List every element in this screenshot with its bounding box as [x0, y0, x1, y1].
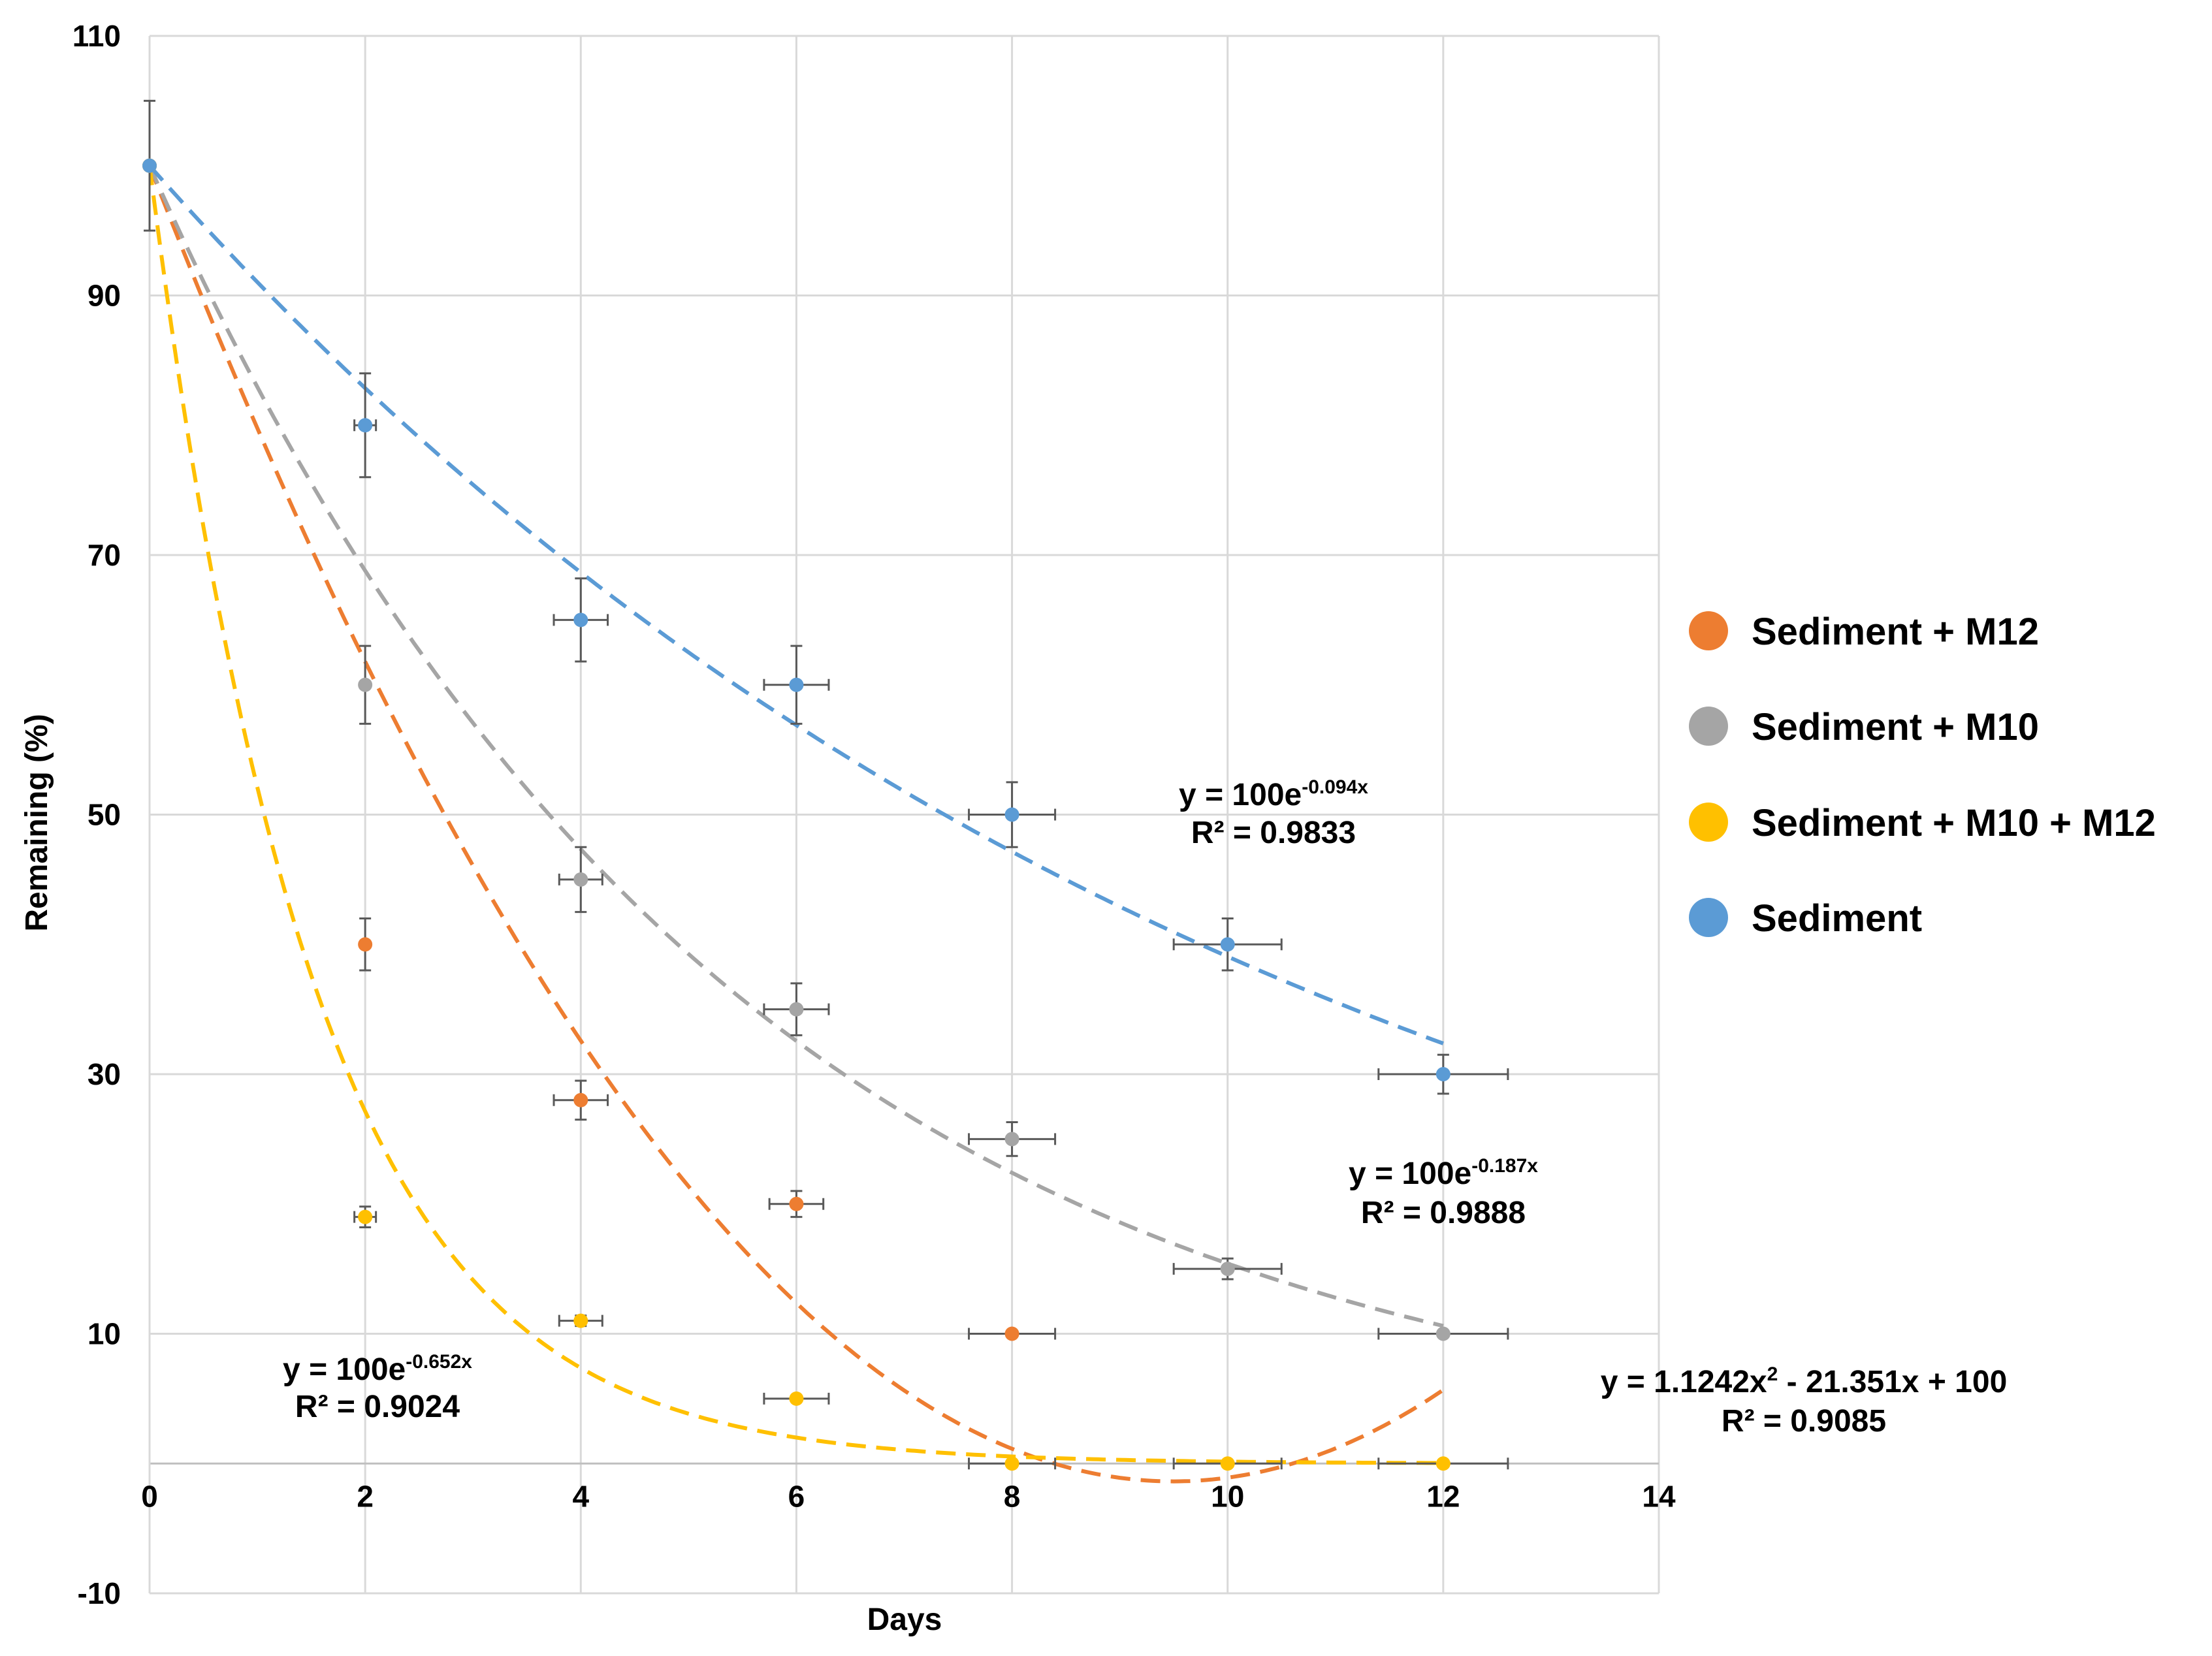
data-point — [1435, 1067, 1451, 1081]
equation-sediment-m12-r2: R² = 0.9085 — [1722, 1404, 1886, 1439]
x-tick-label: 4 — [572, 1479, 589, 1513]
data-point — [358, 937, 373, 952]
y-tick-label: 50 — [88, 798, 121, 832]
equation-sediment-formula: y = 100e-0.094x — [1179, 776, 1368, 812]
data-point — [358, 418, 373, 433]
data-point — [1004, 1132, 1019, 1147]
legend-marker — [1689, 803, 1728, 842]
data-point — [1435, 1456, 1451, 1471]
trendline — [148, 165, 1443, 1465]
x-tick-label: 8 — [1004, 1479, 1021, 1513]
data-point — [573, 613, 588, 628]
equation-sediment-r2: R² = 0.9833 — [1191, 816, 1356, 850]
legend-label: Sediment + M10 — [1752, 706, 2039, 748]
data-point — [1004, 1456, 1019, 1471]
y-tick-label: 30 — [88, 1057, 121, 1091]
data-point — [1220, 937, 1235, 952]
y-axis-tick-labels: -10 10 30 50 70 90 110 — [72, 19, 121, 1610]
data-point — [1435, 1326, 1451, 1341]
data-point — [1004, 807, 1019, 822]
data-point — [573, 1092, 588, 1107]
data-point — [789, 1002, 804, 1017]
x-tick-label: 2 — [357, 1479, 374, 1513]
y-tick-label: 110 — [72, 19, 121, 53]
y-tick-label: -10 — [78, 1576, 121, 1610]
legend-label: Sediment + M10 + M12 — [1752, 802, 2156, 844]
x-axis-tick-labels: 0 2 4 6 8 10 12 14 — [141, 1479, 1676, 1513]
x-axis-title: Days — [867, 1602, 942, 1637]
x-tick-label: 10 — [1211, 1479, 1244, 1513]
equation-sediment-m12: y = 1.1242x2 - 21.351x + 100 R² = 0.9085 — [1601, 1363, 2008, 1439]
y-tick-label: 70 — [88, 538, 121, 572]
data-point — [573, 872, 588, 887]
legend: Sediment + M12 Sediment + M10 Sediment +… — [1689, 611, 2156, 940]
x-tick-label: 12 — [1426, 1479, 1460, 1513]
y-tick-label: 90 — [88, 279, 121, 313]
data-points — [142, 158, 1451, 1471]
x-tick-label: 14 — [1642, 1479, 1676, 1513]
data-point — [789, 677, 804, 692]
legend-marker — [1689, 611, 1728, 650]
trendline — [148, 165, 1444, 1328]
equation-sediment-m10-m12: y = 100e-0.652x R² = 0.9024 — [283, 1351, 472, 1424]
x-tick-label: 6 — [788, 1479, 805, 1513]
equation-sediment-m10-m12-r2: R² = 0.9024 — [295, 1390, 460, 1424]
data-point — [358, 1209, 373, 1224]
legend-label: Sediment + M12 — [1752, 611, 2039, 653]
data-point — [1220, 1456, 1235, 1471]
legend-marker — [1689, 707, 1728, 746]
data-point — [1004, 1326, 1019, 1341]
legend-item-sediment-m10[interactable]: Sediment + M10 — [1689, 706, 2039, 748]
x-tick-label: 0 — [141, 1479, 158, 1513]
legend-item-sediment-m10-m12[interactable]: Sediment + M10 + M12 — [1689, 802, 2156, 844]
equation-sediment: y = 100e-0.094x R² = 0.9833 — [1179, 776, 1368, 850]
equation-sediment-m10-r2: R² = 0.9888 — [1361, 1196, 1526, 1230]
legend-marker — [1689, 898, 1728, 937]
data-point — [142, 158, 157, 173]
data-point — [573, 1313, 588, 1328]
legend-label: Sediment — [1752, 897, 1922, 940]
legend-item-sediment-m12[interactable]: Sediment + M12 — [1689, 611, 2039, 653]
equation-sediment-m10-m12-formula: y = 100e-0.652x — [283, 1351, 472, 1387]
legend-item-sediment[interactable]: Sediment — [1689, 897, 1922, 940]
data-point — [358, 677, 373, 692]
data-point — [789, 1391, 804, 1406]
equation-sediment-m12-formula: y = 1.1242x2 - 21.351x + 100 — [1601, 1363, 2008, 1399]
data-point — [789, 1196, 804, 1211]
y-tick-label: 10 — [88, 1317, 121, 1351]
data-point — [1220, 1262, 1235, 1277]
y-axis-title: Remaining (%) — [20, 714, 54, 931]
equation-sediment-m10-formula: y = 100e-0.187x — [1349, 1155, 1538, 1191]
equation-sediment-m10: y = 100e-0.187x R² = 0.9888 — [1349, 1155, 1538, 1230]
